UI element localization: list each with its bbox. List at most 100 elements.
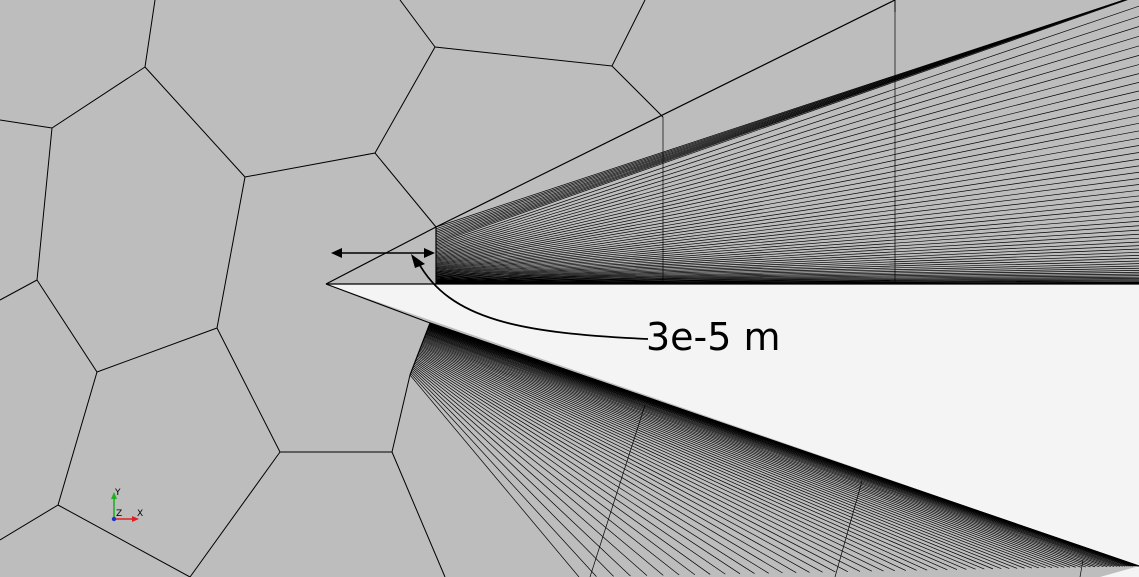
prism-line	[435, 99, 1139, 259]
prism-line	[416, 358, 755, 574]
prism-line	[424, 337, 976, 570]
prism-line	[435, 55, 1139, 253]
prism-line	[428, 327, 1091, 568]
prism-line	[435, 225, 1139, 277]
prism-line	[413, 365, 680, 576]
prism-line	[435, 122, 1139, 262]
prism-line	[435, 64, 1139, 254]
prism-line	[435, 271, 1139, 283]
prism-line	[435, 229, 1139, 277]
prism-line	[412, 366, 664, 576]
prism-line	[435, 0, 1125, 228]
prism-line	[427, 327, 1086, 568]
prism-line	[435, 241, 1139, 279]
prism-line	[435, 195, 1139, 272]
prism-line	[426, 330, 1059, 568]
arrowhead-left-icon	[331, 248, 342, 258]
prism-line	[424, 336, 994, 570]
prism-line	[423, 339, 958, 570]
prism-line	[421, 343, 917, 571]
prism-line	[425, 333, 1018, 569]
prism-line	[424, 337, 985, 570]
prism-line	[428, 325, 1108, 567]
prism-line	[418, 352, 823, 573]
prism-line	[435, 267, 1139, 283]
y-axis-arrow-icon	[111, 492, 117, 499]
prism-line	[435, 0, 1128, 244]
prism-line	[427, 329, 1065, 568]
prism-line	[435, 275, 1139, 284]
prism-line	[435, 206, 1139, 274]
prism-line	[435, 73, 1139, 255]
prism-line	[435, 237, 1139, 278]
prism-line	[429, 324, 1123, 567]
z-axis-dot-icon	[111, 516, 117, 522]
prism-line	[435, 145, 1139, 265]
prism-line	[435, 220, 1139, 276]
axis-z-label: Z	[116, 509, 122, 519]
prism-line	[435, 245, 1139, 279]
prism-line	[412, 368, 648, 576]
prism-line	[417, 355, 783, 574]
prism-line	[423, 340, 948, 571]
dimension-label: 3e-5 m	[646, 315, 781, 359]
prism-line	[421, 345, 895, 572]
prism-line	[435, 257, 1139, 281]
prism-line	[419, 349, 848, 573]
prism-line	[422, 341, 938, 571]
prism-line	[435, 26, 1139, 249]
prism-line	[435, 90, 1139, 258]
prism-line	[410, 371, 614, 577]
prism-line	[435, 82, 1139, 256]
blade-wedge-body	[326, 284, 1139, 566]
prism-line	[426, 332, 1033, 569]
prism-line	[435, 184, 1139, 271]
prism-line	[435, 263, 1139, 282]
prism-divider	[1079, 559, 1084, 577]
prism-line	[435, 107, 1139, 260]
prism-line	[411, 369, 631, 577]
prism-line	[428, 325, 1104, 568]
prism-line	[435, 171, 1139, 269]
prism-line	[426, 330, 1053, 569]
prism-line	[435, 137, 1139, 264]
prism-line	[435, 260, 1139, 282]
prism-line	[435, 211, 1139, 275]
prism-line	[427, 328, 1076, 568]
prism-line	[435, 178, 1139, 270]
prism-line	[435, 216, 1139, 275]
prism-line	[435, 35, 1139, 250]
prism-line	[417, 354, 797, 574]
prism-line	[420, 347, 873, 572]
axis-y-label: Y	[114, 488, 121, 498]
axis-x-label: X	[137, 509, 143, 519]
prism-line	[422, 342, 928, 571]
prism-line	[416, 357, 769, 574]
prism-line	[415, 361, 726, 575]
prism-line	[426, 331, 1040, 569]
prism-line	[429, 324, 1121, 567]
prism-line	[435, 233, 1139, 278]
dimension-annotation	[331, 248, 649, 340]
leader-line	[417, 261, 649, 340]
prism-line	[429, 324, 1118, 567]
prism-line	[435, 5, 1139, 246]
prism-divider	[589, 404, 646, 577]
prism-line	[435, 248, 1139, 280]
prism-line	[435, 255, 1139, 281]
x-axis-arrow-icon	[132, 516, 139, 522]
axes-triad: Y Z X	[111, 488, 143, 522]
prism-line	[435, 269, 1139, 283]
arrowhead-right-icon	[424, 248, 435, 258]
prism-line	[424, 335, 1002, 570]
prism-line	[409, 374, 580, 577]
prism-line	[414, 362, 711, 575]
prism-line	[435, 16, 1139, 247]
prism-line	[426, 331, 1046, 569]
prism-line	[423, 338, 967, 570]
prism-line	[428, 326, 1100, 568]
polyhedral-cells	[0, 0, 896, 577]
prism-line	[435, 265, 1139, 282]
prism-line	[425, 334, 1010, 569]
